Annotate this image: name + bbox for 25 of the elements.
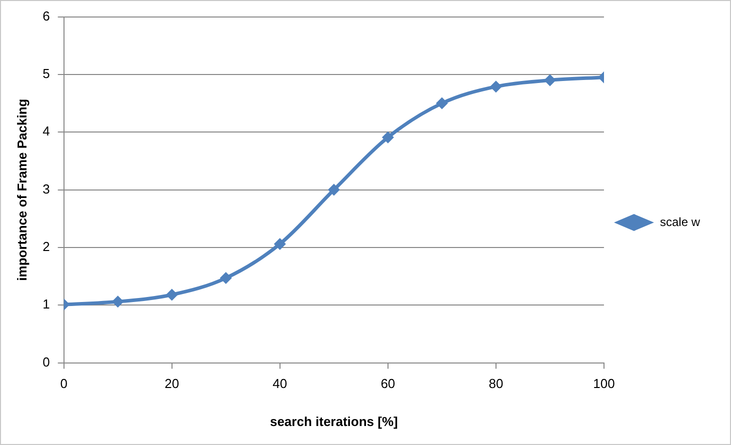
- x-axis-title: search iterations [%]: [270, 414, 398, 429]
- y-tick-label: 1: [42, 296, 50, 312]
- point: [328, 184, 340, 196]
- x-tick-label: 20: [164, 376, 180, 392]
- y-tick-label: 2: [42, 239, 50, 254]
- point: [382, 131, 394, 144]
- y-axis-title: importance of Frame Packing: [14, 98, 30, 281]
- x-tick-label: 40: [272, 376, 288, 392]
- x-tick-label: 60: [380, 376, 396, 392]
- legend-label: scale w: [660, 214, 700, 229]
- point: [544, 74, 556, 86]
- x-tick-label: 80: [488, 376, 504, 392]
- y-tick-label: 6: [42, 8, 50, 24]
- y-tick-label: 5: [42, 66, 50, 82]
- point: [490, 80, 502, 93]
- y-tick-label: 3: [42, 181, 50, 196]
- x-tick-label: 100: [593, 376, 615, 392]
- point: [436, 97, 448, 110]
- point: [112, 296, 124, 308]
- point: [166, 288, 178, 301]
- point: [220, 272, 232, 284]
- x-tick-label: 0: [60, 376, 68, 392]
- y-tick-label: 4: [42, 124, 50, 139]
- y-tick-label: 0: [42, 354, 50, 370]
- point: [274, 238, 286, 250]
